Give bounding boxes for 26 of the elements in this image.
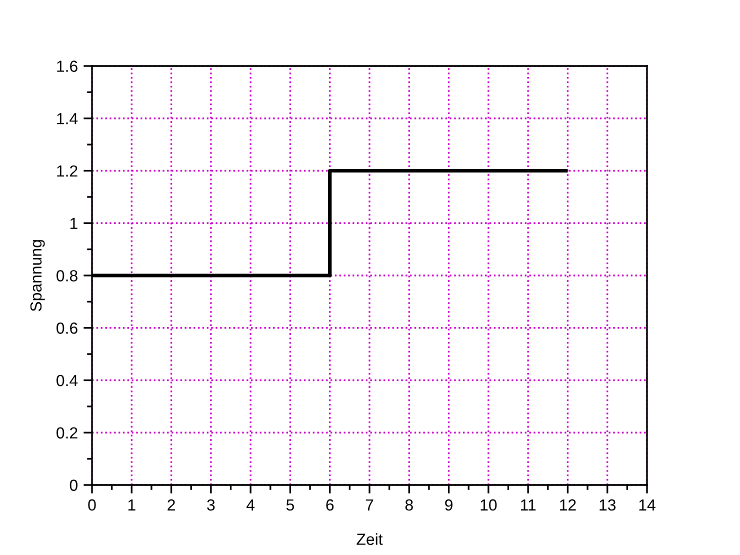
y-tick-label: 1.6 — [57, 60, 78, 72]
x-tick-label: 10 — [480, 499, 497, 511]
x-tick-label: 9 — [445, 499, 452, 511]
y-tick-label: 0.8 — [56, 270, 78, 282]
x-tick-label: 8 — [405, 499, 413, 511]
x-tick-label: 4 — [246, 499, 255, 510]
x-tick-label: 6 — [326, 499, 334, 511]
x-tick-label: 14 — [639, 499, 656, 510]
x-tick-label: 0 — [88, 499, 96, 511]
y-tick-label: 1.2 — [57, 165, 78, 177]
y-axis-title: Spannung — [30, 240, 45, 312]
y-tick-label: 1 — [70, 218, 78, 229]
x-tick-label: 13 — [600, 499, 616, 511]
x-tick-label: 5 — [286, 499, 294, 511]
y-tick-label: 0 — [70, 480, 78, 491]
x-tick-label: 2 — [168, 499, 175, 510]
x-tick-label: 3 — [207, 499, 215, 511]
y-tick-label: 0.6 — [56, 322, 78, 334]
x-tick-label: 11 — [520, 499, 536, 510]
x-tick-label: 7 — [366, 499, 374, 510]
x-axis-title: Zeit — [356, 533, 383, 545]
x-tick-label: 12 — [560, 499, 576, 510]
y-tick-label: 0.2 — [56, 427, 78, 439]
x-tick-label: 1 — [128, 499, 136, 510]
y-tick-label: 0.4 — [56, 374, 78, 386]
y-tick-label: 1.4 — [57, 113, 78, 124]
